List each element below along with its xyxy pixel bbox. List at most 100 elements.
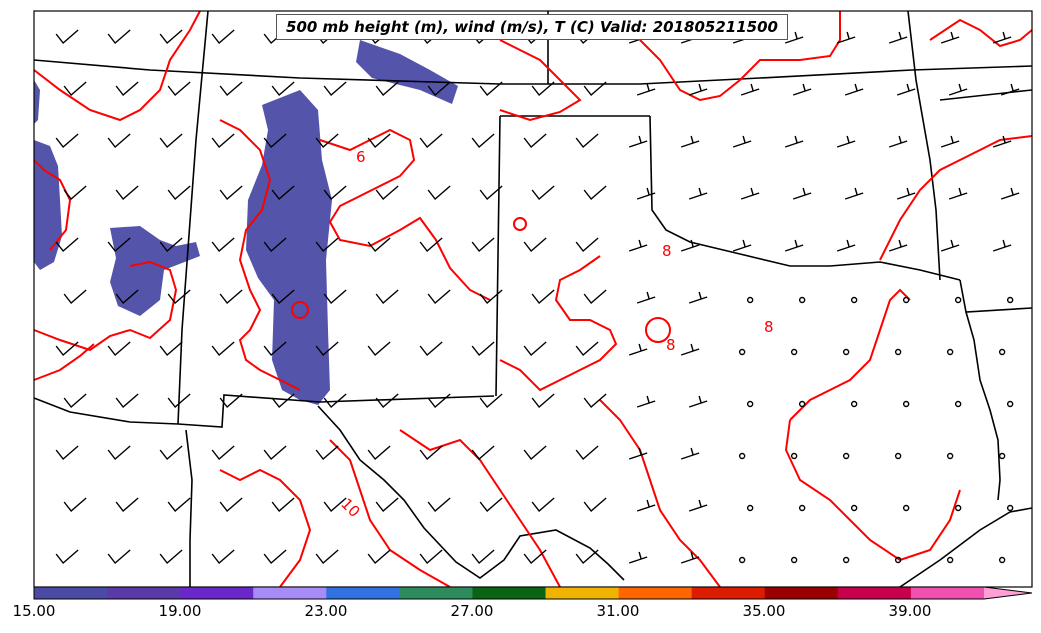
wind-barb — [323, 393, 347, 409]
colorbar-tick-label: 15.00 — [12, 602, 56, 620]
shading-colorado-band — [246, 90, 332, 405]
calm-wind-marker — [790, 348, 798, 356]
contour-small-1 — [291, 301, 309, 319]
wind-barb — [740, 187, 760, 200]
border-arizona-mexico — [185, 429, 193, 587]
wind-barb — [427, 497, 451, 513]
contour-ok-1 — [499, 255, 618, 392]
wind-barb — [107, 237, 131, 253]
calm-wind-marker — [842, 348, 850, 356]
contour-small-2 — [513, 217, 527, 231]
wind-barb — [636, 499, 656, 512]
wind-barb — [55, 237, 79, 253]
wind-speed-shading — [34, 40, 458, 405]
wind-barb — [523, 549, 547, 565]
border-co-nm-vertical — [495, 115, 501, 397]
wind-barb — [583, 393, 607, 409]
wind-barb — [784, 239, 804, 252]
wind-barb — [680, 343, 700, 356]
wind-barb — [63, 185, 87, 201]
wind-barb — [55, 549, 79, 565]
calm-wind-marker — [954, 296, 962, 304]
calm-wind-marker — [1006, 296, 1014, 304]
wind-barb — [732, 135, 752, 148]
wind-barb — [888, 135, 908, 148]
contour-south-1 — [399, 429, 561, 588]
wind-barb — [940, 239, 960, 252]
wind-barb — [315, 237, 339, 253]
wind-barb — [211, 549, 235, 565]
contour-east-2 — [929, 18, 1033, 48]
wind-barb — [107, 133, 131, 149]
calm-wind-marker — [998, 348, 1006, 356]
wind-barb — [107, 549, 131, 565]
calm-wind-marker — [894, 348, 902, 356]
wind-barb — [419, 549, 443, 565]
calm-wind-marker — [1006, 504, 1014, 512]
wind-barb — [636, 187, 656, 200]
coast-gulf — [899, 507, 1033, 588]
contour-tx-1 — [599, 399, 721, 588]
wind-barb — [836, 31, 856, 44]
wind-barb — [479, 393, 503, 409]
colorbar-outline — [33, 586, 1033, 600]
wind-barb — [115, 81, 139, 97]
wind-barb — [219, 497, 243, 513]
calm-wind-marker — [998, 556, 1006, 564]
wind-barb — [211, 29, 235, 45]
border-ok-panhandle — [649, 115, 961, 281]
wind-barb — [375, 289, 399, 305]
wind-barb — [63, 289, 87, 305]
wind-barb — [271, 497, 295, 513]
calm-wind-marker — [738, 556, 746, 564]
wind-barb — [896, 187, 916, 200]
wind-barb — [1000, 83, 1020, 96]
calm-wind-marker — [790, 452, 798, 460]
wind-barb — [419, 445, 443, 461]
wind-barbs — [55, 29, 1020, 565]
contour-tx-3 — [784, 419, 961, 562]
shading-north-patch — [356, 40, 458, 104]
wind-barb — [575, 237, 599, 253]
wind-barb — [636, 395, 656, 408]
wind-barb — [63, 393, 87, 409]
wind-barb — [583, 497, 607, 513]
wind-barb — [471, 445, 495, 461]
wind-barb — [531, 393, 555, 409]
wind-barb — [271, 289, 295, 305]
wind-barb — [167, 185, 191, 201]
wind-barb — [688, 83, 708, 96]
calm-wind-marker — [842, 452, 850, 460]
wind-barb — [115, 289, 139, 305]
colorbar-segment — [764, 587, 839, 599]
wind-barb — [628, 135, 648, 148]
wind-barb — [211, 133, 235, 149]
calm-wind-marker — [790, 556, 798, 564]
wind-barb — [315, 133, 339, 149]
wind-barb — [115, 393, 139, 409]
wind-barb — [1000, 187, 1020, 200]
colorbar-segment — [545, 587, 620, 599]
wind-barb — [55, 133, 79, 149]
wind-barb — [211, 445, 235, 461]
wind-barb — [263, 549, 287, 565]
wind-barb — [479, 81, 503, 97]
wind-barb — [427, 289, 451, 305]
wind-barb — [167, 81, 191, 97]
temperature-contours — [33, 10, 1033, 588]
colorbar-segment — [837, 587, 912, 599]
wind-barb — [732, 239, 752, 252]
wind-barb — [167, 289, 191, 305]
wind-barb — [219, 185, 243, 201]
calm-wind-marker — [738, 348, 746, 356]
wind-barb — [367, 133, 391, 149]
wind-barb — [115, 185, 139, 201]
wind-barb — [367, 341, 391, 357]
wind-barb — [315, 445, 339, 461]
wind-barb — [688, 291, 708, 304]
shading-utah-patch — [110, 226, 200, 316]
border-texas-rio — [317, 405, 625, 581]
wind-barb — [107, 29, 131, 45]
border-west-vertical-2 — [33, 394, 495, 428]
contour-label: 8 — [662, 242, 672, 260]
